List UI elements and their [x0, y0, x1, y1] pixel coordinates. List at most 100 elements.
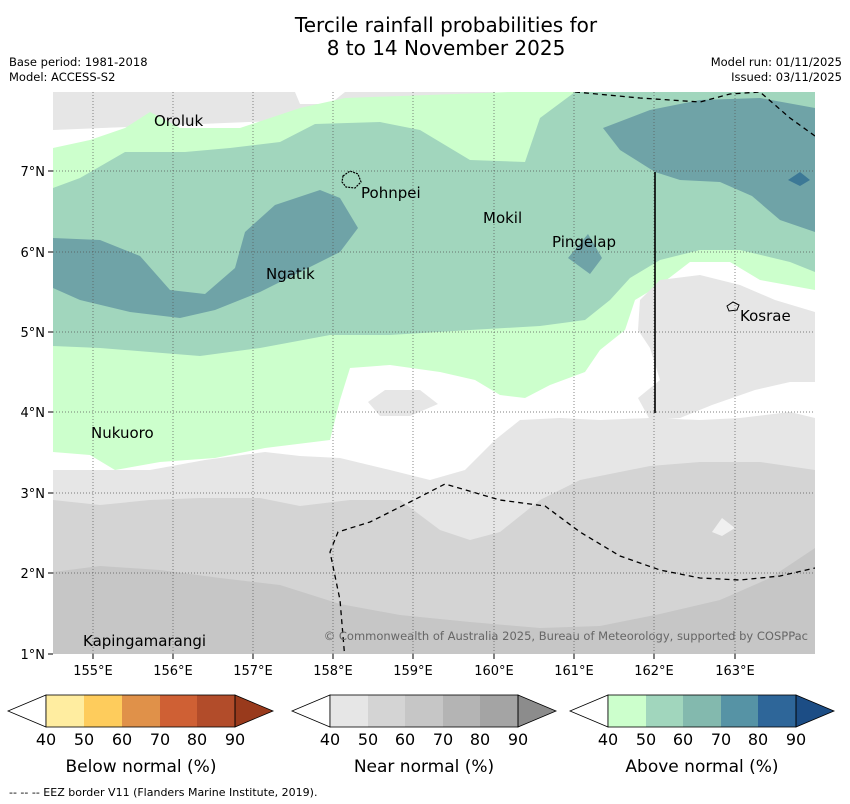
colorbar-titles: Below normal (%) Near normal (%) Above n…: [66, 757, 779, 777]
colorbar-label: 50: [74, 730, 94, 749]
colorbar-swatch: [46, 695, 84, 727]
colorbar-max-arrow: [795, 694, 836, 728]
x-tick-label: 160°E: [474, 664, 514, 679]
y-tick-label: 7°N: [21, 165, 46, 180]
colorbar-label: 70: [711, 730, 731, 749]
probability-fields: [53, 92, 815, 654]
colorbar-swatch: [405, 695, 443, 727]
colorbar-label: 80: [470, 730, 490, 749]
place-labels: Oroluk Pohnpei Mokil Pingelap Ngatik Kos…: [83, 112, 791, 650]
colorbar-label: 70: [150, 730, 170, 749]
meta-right: Model run: 01/11/2025 Issued: 03/11/2025: [711, 55, 842, 85]
place-label-pingelap: Pingelap: [552, 233, 616, 251]
above-normal-60-70-pingelap: [568, 234, 602, 274]
colorbar-swatch: [608, 695, 646, 727]
colorbar-label: 40: [598, 730, 618, 749]
x-tick-label: 159°E: [393, 664, 433, 679]
colorbar-label: 50: [636, 730, 656, 749]
x-tick-label: 163°E: [715, 664, 755, 679]
footnote: -- -- -- EEZ border V11 (Flanders Marine…: [9, 786, 318, 799]
place-label-mokil: Mokil: [483, 209, 522, 227]
x-tick-label: 158°E: [313, 664, 353, 679]
above-normal-60-70-east: [603, 98, 815, 232]
map-title: Tercile rainfall probabilities for 8 to …: [0, 14, 850, 60]
colorbar-swatch: [443, 695, 480, 727]
y-tick-label: 6°N: [21, 246, 46, 261]
x-tick-label: 156°E: [153, 664, 193, 679]
x-tick-label: 162°E: [634, 664, 674, 679]
colorbar-labels: 40 50 60 70 80 90 40 50 60 70 80 90 40 5…: [36, 730, 806, 749]
colorbar-label: 40: [36, 730, 56, 749]
title-line-1: Tercile rainfall probabilities for: [294, 13, 598, 37]
colorbar-swatch: [480, 695, 518, 727]
colorbar-label: 50: [358, 730, 378, 749]
colorbar-label: 70: [433, 730, 453, 749]
x-tick-label: 155°E: [73, 664, 113, 679]
eez-border: [329, 92, 815, 654]
y-tick-labels: 1°N 2°N 3°N 4°N 5°N 6°N 7°N: [21, 165, 46, 663]
place-label-oroluk: Oroluk: [154, 112, 203, 130]
issued-date: Issued: 03/11/2025: [731, 70, 842, 84]
gridlines: [53, 92, 815, 654]
colorbar-label: 60: [673, 730, 693, 749]
x-tick-label: 157°E: [233, 664, 273, 679]
colorbar-min-arrow: [568, 694, 609, 728]
colorbar-title-near: Near normal (%): [354, 757, 494, 777]
colorbar-swatch: [122, 695, 160, 727]
base-period: Base period: 1981-2018: [9, 55, 148, 69]
near-normal-60-70: [53, 548, 815, 654]
place-label-pohnpei: Pohnpei: [361, 184, 421, 202]
colorbar-max-arrow: [517, 694, 558, 728]
y-tick-label: 1°N: [21, 648, 46, 663]
colorbar-swatch: [197, 695, 235, 727]
colorbar-label: 60: [112, 730, 132, 749]
near-normal-small-light: [712, 518, 735, 536]
place-label-ngatik: Ngatik: [266, 265, 315, 283]
axis-ticks: [48, 170, 736, 659]
above-normal-60-70-west: [53, 190, 358, 318]
place-label-nukuoro: Nukuoro: [91, 424, 154, 442]
colorbar-title-above: Above normal (%): [625, 757, 778, 777]
colorbar-label: 90: [225, 730, 245, 749]
colorbar-swatch: [758, 695, 796, 727]
pohnpei-island: [341, 170, 362, 189]
colorbar-swatch: [368, 695, 405, 727]
x-tick-label: 161°E: [554, 664, 594, 679]
y-tick-label: 5°N: [21, 326, 46, 341]
near-normal-small-patch: [368, 390, 438, 416]
copyright-credit: © Commonwealth of Australia 2025, Bureau…: [324, 629, 808, 643]
model-run: Model run: 01/11/2025: [710, 55, 842, 69]
colorbar-swatch: [84, 695, 122, 727]
colorbar-label: 40: [320, 730, 340, 749]
meta-left: Base period: 1981-2018 Model: ACCESS-S2: [9, 55, 148, 85]
y-tick-label: 2°N: [21, 567, 46, 582]
colorbar-swatch: [721, 695, 758, 727]
model-name: Model: ACCESS-S2: [9, 70, 116, 84]
above-normal-70-80-spot: [788, 172, 810, 186]
y-tick-label: 4°N: [21, 406, 46, 421]
colorbar-swatch: [683, 695, 721, 727]
colorbar-label: 90: [508, 730, 528, 749]
colorbar-label: 80: [187, 730, 207, 749]
y-tick-label: 3°N: [21, 487, 46, 502]
title-line-2: 8 to 14 November 2025: [326, 36, 566, 60]
colorbar-max-arrow: [234, 694, 275, 728]
x-tick-labels: 155°E 156°E 157°E 158°E 159°E 160°E 161°…: [73, 664, 755, 679]
colorbar-label: 80: [748, 730, 768, 749]
colorbar-near-normal: [290, 694, 558, 728]
colorbar-swatch: [330, 695, 368, 727]
colorbar-min-arrow: [6, 694, 47, 728]
place-label-kosrae: Kosrae: [740, 307, 791, 325]
kosrae-island: [726, 301, 740, 312]
place-label-kapingamarangi: Kapingamarangi: [83, 632, 206, 650]
colorbar-below-normal: [6, 694, 275, 728]
colorbar-above-normal: [568, 694, 836, 728]
colorbar-label: 60: [395, 730, 415, 749]
colorbar-swatch: [160, 695, 197, 727]
colorbar-min-arrow: [290, 694, 331, 728]
colorbar-label: 90: [786, 730, 806, 749]
near-normal-40-50-east: [638, 275, 815, 420]
colorbar-swatch: [646, 695, 683, 727]
colorbar-title-below: Below normal (%): [66, 757, 217, 777]
